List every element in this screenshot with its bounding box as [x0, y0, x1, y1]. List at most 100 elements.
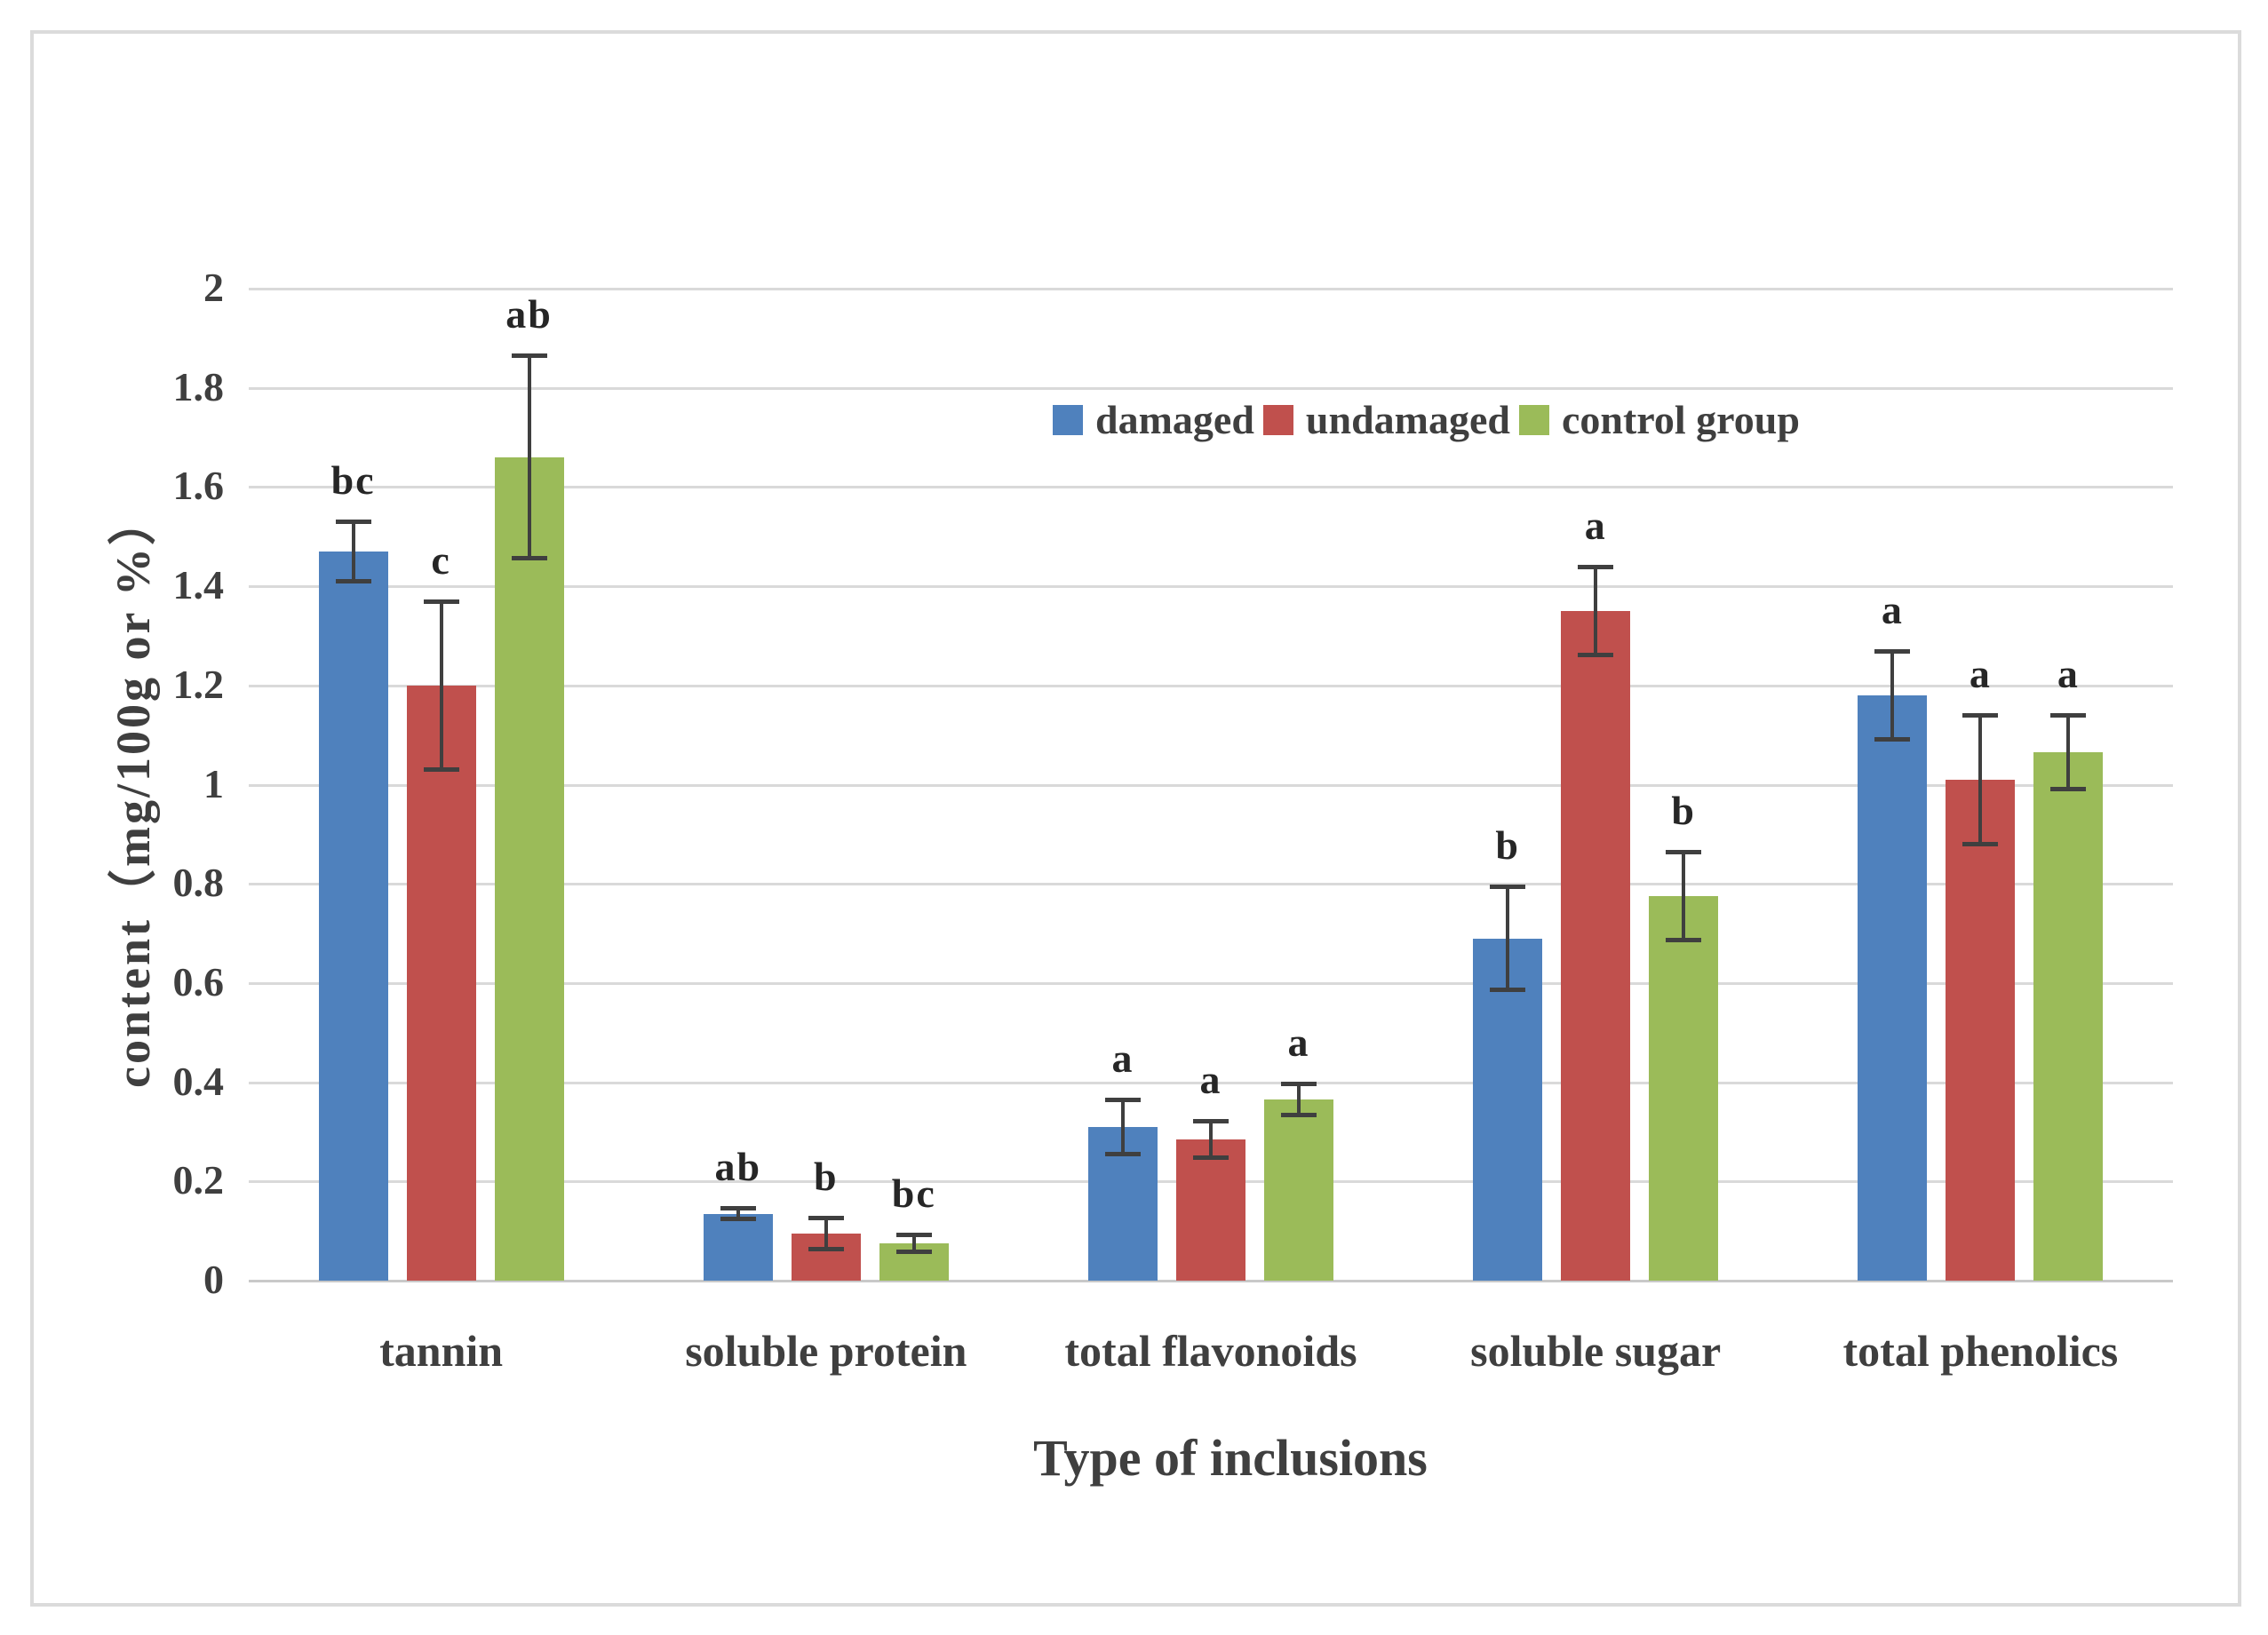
error-bar-control-group-tannin-cap-bottom [511, 556, 547, 561]
error-bar-undamaged-tannin-line [439, 600, 443, 770]
error-bar-damaged-soluble-protein-cap-top [720, 1205, 756, 1210]
gridline-y-0.6 [249, 981, 2173, 985]
sig-letter-damaged-soluble-protein: ab [714, 1143, 762, 1189]
error-bar-undamaged-total-flavonoids-cap-bottom [1193, 1155, 1229, 1161]
gridline-y-1.2 [249, 684, 2173, 687]
bar-undamaged-total-flavonoids [1176, 1139, 1245, 1281]
error-bar-damaged-soluble-protein-cap-bottom [720, 1217, 756, 1222]
error-bar-control-group-total-phenolics-cap-top [2050, 713, 2087, 718]
error-bar-damaged-tannin-cap-top [335, 520, 371, 525]
error-bar-control-group-total-flavonoids-line [1297, 1083, 1301, 1115]
y-tick-label-2: 2 [203, 265, 224, 310]
legend-marker-damaged [1053, 405, 1083, 435]
gridline-y-0.8 [249, 883, 2173, 886]
x-category-label-soluble-protein: soluble protein [685, 1326, 967, 1376]
sig-letter-control-group-soluble-sugar: b [1671, 787, 1696, 833]
sig-letter-undamaged-total-phenolics: a [1969, 651, 1992, 697]
gridline-y-1.8 [249, 386, 2173, 390]
sig-letter-control-group-tannin: ab [505, 291, 553, 337]
y-tick-label-1.6: 1.6 [172, 463, 225, 509]
error-bar-undamaged-soluble-protein-cap-top [808, 1216, 844, 1221]
error-bar-control-group-soluble-protein-cap-top [895, 1233, 932, 1238]
error-bar-undamaged-tannin-cap-top [423, 599, 459, 604]
x-category-label-total-flavonoids: total flavonoids [1064, 1326, 1357, 1376]
legend-label-control-group: control group [1561, 397, 1800, 442]
bar-undamaged-total-phenolics [1946, 779, 2016, 1281]
bar-undamaged-tannin [406, 685, 476, 1281]
y-tick-label-1.4: 1.4 [172, 562, 225, 608]
error-bar-undamaged-soluble-sugar-line [1594, 566, 1598, 656]
y-tick-label-0.8: 0.8 [172, 860, 225, 906]
sig-letter-undamaged-total-flavonoids: a [1199, 1056, 1222, 1102]
gridline-y-1.4 [249, 585, 2173, 589]
error-bar-undamaged-soluble-protein-line [824, 1218, 828, 1250]
x-category-label-tannin: tannin [379, 1326, 504, 1376]
error-bar-undamaged-soluble-sugar-cap-bottom [1578, 653, 1614, 658]
error-bar-control-group-tannin-line [527, 355, 531, 560]
x-axis-title: Type of inclusions [1033, 1429, 1428, 1487]
error-bar-control-group-total-phenolics-cap-bottom [2050, 787, 2087, 792]
error-bar-undamaged-total-phenolics-line [1978, 715, 1983, 845]
gridline-y-2 [249, 288, 2173, 290]
sig-letter-control-group-total-phenolics: a [2057, 651, 2080, 697]
x-category-label-total-phenolics: total phenolics [1842, 1326, 2119, 1376]
bar-control-group-soluble-sugar [1649, 896, 1719, 1281]
bar-damaged-tannin [318, 552, 388, 1281]
error-bar-undamaged-tannin-cap-bottom [423, 766, 459, 772]
gridline-y-0.4 [249, 1081, 2173, 1084]
sig-letter-control-group-total-flavonoids: a [1287, 1020, 1310, 1066]
y-tick-label-1.8: 1.8 [172, 363, 225, 409]
error-bar-undamaged-soluble-protein-cap-bottom [808, 1246, 844, 1251]
error-bar-damaged-total-phenolics-line [1890, 650, 1895, 741]
y-tick-label-0.6: 0.6 [172, 958, 225, 1004]
sig-letter-control-group-soluble-protein: bc [891, 1171, 936, 1217]
y-tick-label-0.4: 0.4 [172, 1058, 225, 1104]
error-bar-damaged-total-phenolics-cap-top [1874, 648, 1911, 654]
error-bar-undamaged-total-phenolics-cap-bottom [1962, 841, 1999, 846]
bar-damaged-soluble-protein [703, 1213, 773, 1281]
error-bar-damaged-tannin-cap-bottom [335, 578, 371, 583]
error-bar-control-group-total-flavonoids-cap-bottom [1281, 1113, 1317, 1118]
sig-letter-damaged-total-phenolics: a [1881, 586, 1904, 632]
error-bar-control-group-tannin-cap-top [511, 353, 547, 359]
error-bar-undamaged-total-flavonoids-line [1209, 1120, 1213, 1159]
legend-label-undamaged: undamaged [1305, 397, 1510, 442]
error-bar-control-group-soluble-protein-line [911, 1234, 916, 1253]
sig-letter-damaged-tannin: bc [330, 457, 376, 504]
legend-item-undamaged: undamaged [1262, 397, 1510, 442]
legend-marker-undamaged [1262, 405, 1293, 435]
error-bar-control-group-soluble-sugar-cap-bottom [1666, 938, 1702, 943]
error-bar-damaged-soluble-sugar-cap-top [1490, 884, 1526, 889]
error-bar-damaged-soluble-sugar-cap-bottom [1490, 988, 1526, 993]
error-bar-control-group-soluble-sugar-cap-top [1666, 849, 1702, 854]
bar-undamaged-soluble-sugar [1561, 611, 1631, 1281]
error-bar-control-group-soluble-sugar-line [1682, 851, 1686, 941]
sig-letter-undamaged-soluble-protein: b [814, 1154, 839, 1200]
x-category-label-soluble-sugar: soluble sugar [1470, 1326, 1722, 1376]
error-bar-damaged-tannin-line [351, 521, 355, 582]
sig-letter-damaged-soluble-sugar: b [1495, 821, 1520, 868]
bar-damaged-soluble-sugar [1473, 938, 1543, 1281]
error-bar-undamaged-total-flavonoids-cap-top [1193, 1118, 1229, 1123]
error-bar-control-group-soluble-protein-cap-bottom [895, 1250, 932, 1255]
bar-control-group-total-flavonoids [1264, 1099, 1333, 1281]
sig-letter-damaged-total-flavonoids: a [1111, 1036, 1134, 1082]
y-axis-title: content（mg/100g or %） [107, 495, 160, 1088]
legend-item-damaged: damaged [1053, 398, 1254, 442]
legend-label-damaged: damaged [1095, 397, 1254, 442]
legend: damaged undamaged control group [1053, 398, 1809, 442]
y-tick-label-1.2: 1.2 [172, 661, 225, 707]
y-tick-label-0.2: 0.2 [172, 1157, 225, 1203]
error-bar-control-group-total-phenolics-line [2066, 715, 2071, 790]
gridline-y-1 [249, 783, 2173, 787]
error-bar-damaged-total-flavonoids-cap-bottom [1105, 1151, 1141, 1156]
sig-letter-undamaged-tannin: c [431, 536, 451, 583]
y-tick-label-0: 0 [203, 1257, 224, 1302]
error-bar-control-group-total-flavonoids-cap-top [1281, 1082, 1317, 1087]
gridline-y-1.6 [249, 486, 2173, 489]
error-bar-undamaged-total-phenolics-cap-top [1962, 713, 1999, 718]
error-bar-damaged-total-flavonoids-cap-top [1105, 1098, 1141, 1103]
error-bar-damaged-total-phenolics-cap-bottom [1874, 737, 1911, 742]
error-bar-damaged-total-flavonoids-line [1121, 1099, 1125, 1155]
